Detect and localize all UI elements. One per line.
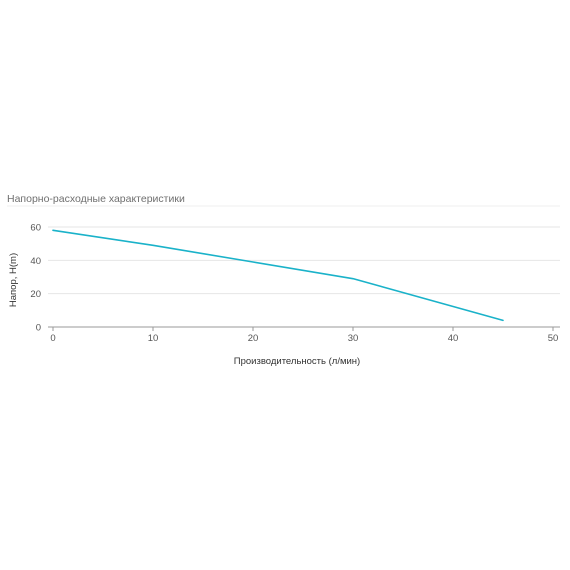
y-tick-label: 40 bbox=[30, 256, 41, 267]
y-axis-label: Напор, H(m) bbox=[8, 253, 19, 307]
grid-layer bbox=[7, 205, 560, 295]
series-layer bbox=[52, 229, 504, 322]
x-tick-label: 0 bbox=[50, 333, 55, 344]
y-tick-label: 0 bbox=[36, 323, 41, 334]
axis-layer: 0 20 40 60 0 10 20 30 40 50 bbox=[30, 223, 560, 344]
y-tick-label: 20 bbox=[30, 289, 41, 300]
x-tick-label: 50 bbox=[548, 333, 559, 344]
label-layer: Производительность (л/мин) Напор, H(m) bbox=[8, 253, 360, 367]
x-tick-label: 40 bbox=[448, 333, 459, 344]
series-line bbox=[52, 229, 504, 322]
chart-title: Напорно-расходные характеристики bbox=[7, 193, 185, 205]
x-tick-label: 30 bbox=[348, 333, 359, 344]
x-axis-label: Производительность (л/мин) bbox=[234, 356, 360, 367]
x-tick-label: 20 bbox=[248, 333, 259, 344]
y-tick-label: 60 bbox=[30, 223, 41, 234]
x-tick-label: 10 bbox=[148, 333, 159, 344]
